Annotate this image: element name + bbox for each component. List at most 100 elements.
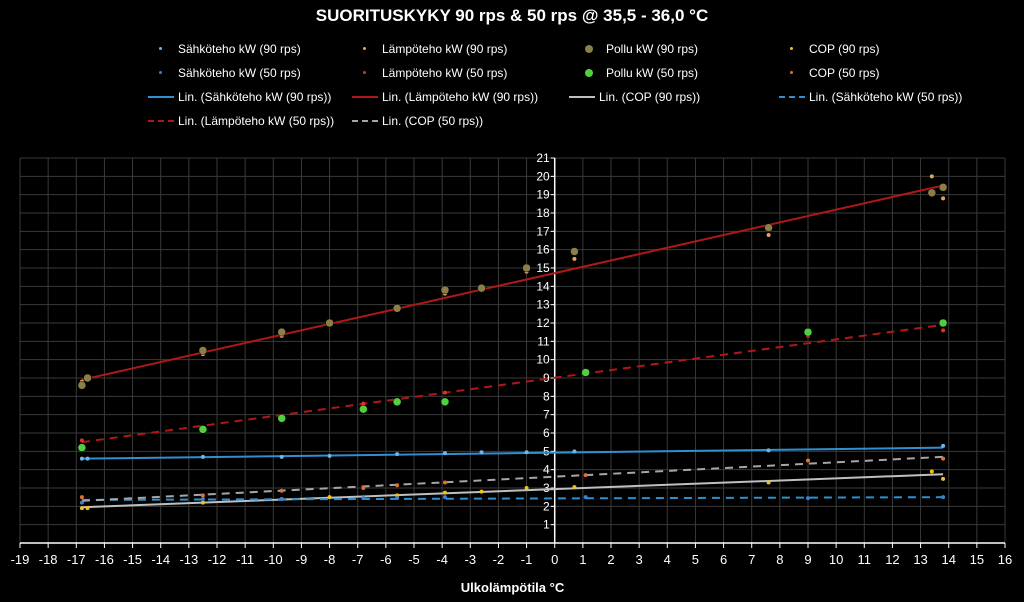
data-point <box>79 495 84 500</box>
data-point <box>941 196 946 201</box>
x-tick-label: 15 <box>970 552 984 567</box>
data-point <box>359 404 368 414</box>
data-point <box>442 480 447 485</box>
x-tick-label: -16 <box>95 552 114 567</box>
y-tick-label: 14 <box>536 279 550 293</box>
data-point <box>766 480 771 485</box>
data-point <box>77 381 87 390</box>
x-tick-label: -4 <box>436 552 448 567</box>
data-point <box>83 373 92 383</box>
x-tick-label: 12 <box>885 552 899 567</box>
trend-line <box>81 184 944 381</box>
x-tick-label: 0 <box>551 552 558 567</box>
x-tick-label: -17 <box>67 552 86 567</box>
x-tick-label: -15 <box>123 552 142 567</box>
legend-label: Lämpöteho kW (50 rps) <box>382 66 508 80</box>
data-point <box>929 469 934 474</box>
x-tick-label: -3 <box>465 552 477 567</box>
legend-symbol <box>148 44 174 54</box>
legend-label: Lin. (COP (90 rps)) <box>599 90 701 104</box>
legend-label: Sähköteho kW (90 rps) <box>178 42 301 56</box>
legend-symbol <box>779 92 805 102</box>
data-point <box>200 454 205 459</box>
legend-symbol <box>576 44 602 54</box>
data-point <box>279 454 284 459</box>
trend-line <box>81 496 944 501</box>
data-point <box>392 397 402 407</box>
data-point <box>277 327 286 337</box>
data-point <box>440 285 450 295</box>
legend-label: COP (90 rps) <box>809 42 880 56</box>
y-tick-label: 16 <box>536 243 550 257</box>
x-tick-label: 16 <box>998 552 1012 567</box>
data-point <box>361 496 366 501</box>
legend-label: Lin. (COP (50 rps)) <box>382 114 484 128</box>
x-tick-label: -1 <box>521 552 533 567</box>
y-tick-label: 5 <box>543 444 550 458</box>
x-tick-label: -9 <box>296 552 308 567</box>
x-tick-label: -18 <box>39 552 58 567</box>
trend-line <box>81 446 944 460</box>
legend-item: Sähköteho kW (50 rps) <box>148 66 301 80</box>
data-point <box>200 500 205 505</box>
x-tick-label: -2 <box>493 552 505 567</box>
data-point <box>442 495 447 500</box>
data-point <box>766 233 771 237</box>
legend-item: COP (50 rps) <box>779 66 879 80</box>
x-tick-label: 13 <box>913 552 927 567</box>
data-point <box>583 495 588 500</box>
data-point <box>85 456 90 461</box>
data-point <box>522 263 531 273</box>
legend-item: Pollu kW (90 rps) <box>576 42 698 56</box>
data-point <box>803 327 813 337</box>
data-point <box>941 456 946 461</box>
trend-line <box>81 455 944 502</box>
legend-symbol <box>576 68 602 78</box>
x-tick-label: 11 <box>858 552 872 567</box>
x-tick-label: -13 <box>179 552 198 567</box>
x-axis-label: Ulkolämpötila °C <box>461 580 565 595</box>
legend-label: Sähköteho kW (50 rps) <box>178 66 301 80</box>
y-tick-label: 13 <box>536 298 550 312</box>
legend-item: Lin. (Sähköteho kW (50 rps)) <box>779 90 962 104</box>
data-point <box>198 425 208 434</box>
y-tick-label: 12 <box>536 316 550 330</box>
data-point <box>392 304 402 313</box>
data-point <box>479 450 484 455</box>
data-point <box>440 397 450 407</box>
y-tick-label: 3 <box>543 481 550 495</box>
data-point <box>77 443 87 452</box>
legend-item: Lin. (COP (90 rps)) <box>569 90 700 104</box>
x-tick-label: -19 <box>11 552 30 567</box>
legend-symbol <box>148 92 174 102</box>
legend-label: Lin. (Sähköteho kW (50 rps)) <box>809 90 963 104</box>
legend-label: Lin. (Sähköteho kW (90 rps)) <box>178 90 332 104</box>
data-point <box>929 174 934 179</box>
x-tick-label: 7 <box>748 552 755 567</box>
data-point <box>524 450 529 455</box>
y-tick-label: 18 <box>536 206 550 220</box>
x-tick-label: 6 <box>720 552 727 567</box>
data-point <box>806 496 810 501</box>
data-point <box>79 500 84 505</box>
y-tick-label: 21 <box>536 151 550 165</box>
data-point <box>361 486 366 490</box>
legend-symbol <box>779 68 805 78</box>
data-point <box>941 443 946 448</box>
x-tick-label: -7 <box>352 552 364 567</box>
data-point <box>941 476 946 481</box>
data-point <box>442 490 447 495</box>
legend-item: Pollu kW (50 rps) <box>576 66 698 80</box>
legend-item: Lämpöteho kW (50 rps) <box>352 66 507 80</box>
data-point <box>85 506 90 511</box>
data-point <box>524 486 529 490</box>
legend-symbol <box>148 116 174 126</box>
data-point <box>279 488 284 493</box>
x-tick-label: 8 <box>776 552 783 567</box>
data-point <box>941 328 946 333</box>
data-point <box>395 452 400 457</box>
y-tick-label: 17 <box>536 224 550 238</box>
y-tick-label: 10 <box>536 353 550 367</box>
y-tick-label: 1 <box>543 518 550 532</box>
